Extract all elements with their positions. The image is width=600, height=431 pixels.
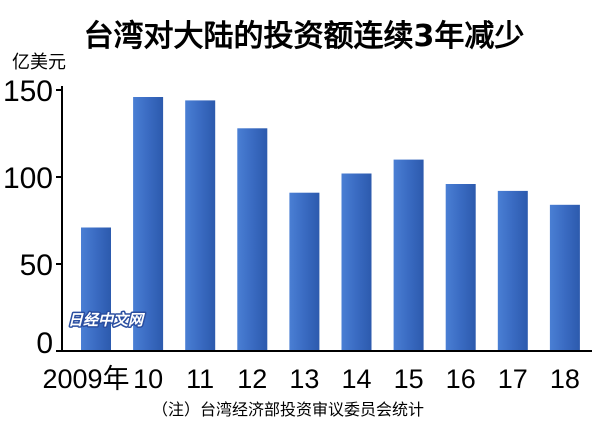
x-tick-label-13: 13 [289, 364, 319, 394]
x-tick-label-12: 12 [237, 364, 267, 394]
x-tick-label-14: 14 [341, 364, 371, 394]
chart-title: 台湾对大陆的投资额连续3年减少 [84, 19, 525, 54]
x-tick-label-2009: 2009年 [42, 364, 129, 394]
bar-14 [341, 173, 372, 351]
x-tick-label-18: 18 [550, 364, 580, 394]
bar-18 [549, 204, 580, 351]
bar-17 [497, 190, 528, 351]
source-note: （注）台湾经济部投资审议委员会统计 [152, 400, 424, 419]
bar-10 [133, 97, 164, 351]
bars [81, 97, 580, 352]
bar-11 [185, 100, 216, 352]
y-tick-label-150: 150 [3, 75, 53, 108]
bar-13 [289, 192, 320, 351]
x-tick-label-11: 11 [186, 364, 214, 394]
x-tick-label-10: 10 [133, 364, 163, 394]
bar-2009 [81, 227, 111, 351]
x-axis-tick-labels: 2009年 10 11 12 13 14 15 16 17 18 [42, 364, 579, 394]
bar-16 [445, 184, 476, 351]
y-tick-label-100: 100 [3, 162, 53, 195]
x-tick-label-16: 16 [446, 364, 476, 394]
y-axis-ticks: 0 50 100 150 [3, 75, 62, 360]
y-axis-unit-label: 亿美元 [12, 52, 66, 73]
watermark-logo: 日经中文网 [68, 311, 146, 329]
x-tick-label-15: 15 [394, 364, 424, 394]
bar-15 [393, 159, 424, 351]
y-tick-label-50: 50 [20, 249, 53, 282]
y-tick-label-0: 0 [36, 327, 53, 360]
bar-12 [237, 128, 268, 351]
x-tick-label-17: 17 [498, 364, 528, 394]
